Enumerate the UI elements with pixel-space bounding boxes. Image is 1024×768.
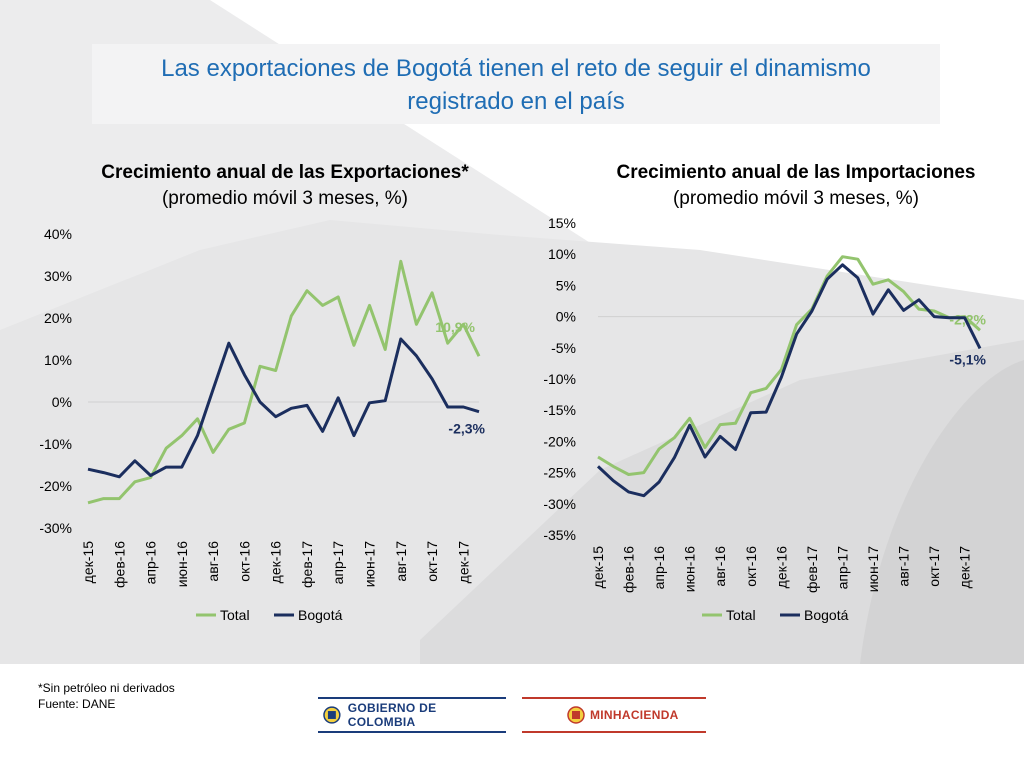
gobierno-logo-bottom-rule (318, 731, 506, 733)
y-tick-label: -20% (543, 433, 576, 449)
y-tick-label: 40% (44, 226, 72, 242)
x-tick-label: авг-17 (896, 546, 912, 587)
x-tick-label: фев-17 (299, 541, 315, 588)
series-end-label: -2,2% (949, 311, 986, 327)
y-tick-label: -15% (543, 402, 576, 418)
y-tick-label: -10% (39, 436, 72, 452)
x-tick-label: апр-16 (651, 546, 667, 590)
x-tick-label: дек-15 (590, 546, 606, 589)
y-tick-label: 10% (44, 352, 72, 368)
x-tick-label: фев-17 (804, 546, 820, 593)
series-line-bogota (87, 337, 480, 479)
page-title: Las exportaciones de Bogotá tienen el re… (92, 52, 940, 118)
x-tick-label: апр-16 (143, 541, 159, 585)
colombia-shield-icon (567, 706, 585, 724)
footnote-oil: *Sin petróleo ni derivados (38, 681, 175, 695)
minhacienda-logo-text: MINHACIENDA (590, 708, 679, 722)
y-tick-label: -5% (551, 340, 576, 356)
y-tick-label: 30% (44, 268, 72, 284)
legend-label: Total (726, 607, 756, 623)
y-tick-label: -25% (543, 465, 576, 481)
y-tick-label: -35% (543, 527, 576, 543)
y-tick-label: 0% (52, 394, 72, 410)
y-tick-label: -30% (39, 520, 72, 536)
series-end-label: -2,3% (448, 421, 485, 437)
y-tick-label: 20% (44, 310, 72, 326)
series-line-total (597, 255, 982, 476)
minhacienda-logo-top-rule (522, 697, 706, 699)
x-tick-label: авг-17 (393, 541, 409, 582)
series-line-bogota (596, 263, 982, 498)
gobierno-logo-text: GOBIERNO DE COLOMBIA (347, 701, 437, 729)
y-tick-label: 5% (556, 277, 576, 293)
footer (0, 664, 1024, 768)
y-tick-label: -10% (543, 371, 576, 387)
x-tick-label: апр-17 (834, 546, 850, 590)
y-tick-label: 15% (548, 215, 576, 231)
title-box (92, 44, 940, 124)
page-title-line1: Las exportaciones de Bogotá tienen el re… (161, 55, 871, 82)
gobierno-logo: GOBIERNO DE COLOMBIA (318, 697, 506, 733)
legend-label: Total (220, 607, 250, 623)
series-end-label: -5,1% (949, 351, 986, 367)
footnote-source: Fuente: DANE (38, 697, 116, 711)
x-tick-label: июн-16 (682, 546, 698, 593)
x-tick-label: окт-17 (926, 546, 942, 587)
x-tick-label: авг-16 (712, 546, 728, 587)
x-tick-label: июн-17 (865, 546, 881, 593)
x-tick-label: окт-17 (424, 541, 440, 582)
y-tick-label: -20% (39, 478, 72, 494)
exports-chart-title-main: Crecimiento anual de las Exportaciones* (101, 162, 469, 183)
x-tick-label: дек-17 (957, 546, 973, 589)
imports-chart-title-main: Crecimiento anual de las Importaciones (616, 162, 976, 183)
imports-chart-title: Crecimiento anual de las Importaciones (… (556, 160, 1024, 212)
gobierno-logo-top-rule (318, 697, 506, 699)
x-tick-label: июн-17 (362, 541, 378, 588)
colombia-shield-icon (323, 706, 341, 724)
x-tick-label: окт-16 (236, 541, 252, 582)
x-tick-label: авг-16 (205, 541, 221, 582)
legend-label: Bogotá (298, 607, 343, 623)
exports-chart-subtitle: (promedio móvil 3 meses, %) (161, 188, 409, 209)
exports-chart-title: Crecimiento anual de las Exportaciones* … (40, 160, 530, 212)
footnote: *Sin petróleo ni derivados Fuente: DANE (38, 680, 175, 712)
x-tick-label: апр-17 (330, 541, 346, 585)
y-tick-label: 0% (556, 309, 576, 325)
y-tick-label: 10% (548, 246, 576, 262)
x-tick-label: фев-16 (111, 541, 127, 588)
x-tick-label: фев-16 (621, 546, 637, 593)
legend-label: Bogotá (804, 607, 849, 623)
x-tick-label: дек-16 (268, 541, 284, 584)
minhacienda-logo: MINHACIENDA (522, 697, 706, 733)
x-tick-label: дек-17 (455, 541, 471, 584)
minhacienda-logo-bottom-rule (522, 731, 706, 733)
x-tick-label: дек-16 (773, 546, 789, 589)
y-tick-label: -30% (543, 496, 576, 512)
x-tick-label: окт-16 (743, 546, 759, 587)
x-tick-label: июн-16 (174, 541, 190, 588)
x-tick-label: дек-15 (80, 541, 96, 584)
series-end-label: 10,9% (435, 319, 475, 335)
imports-chart-subtitle: (promedio móvil 3 meses, %) (672, 188, 920, 209)
page-title-line2: registrado en el país (407, 88, 625, 115)
